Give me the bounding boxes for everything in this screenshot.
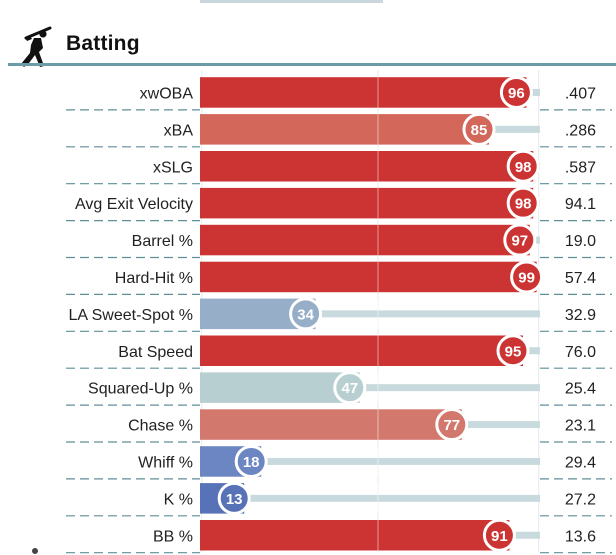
section-title: Batting (66, 32, 140, 55)
percentile-circle (482, 518, 516, 552)
percentile-bar (200, 151, 534, 182)
percentile-label: 47 (341, 380, 358, 397)
percentile-circle (499, 75, 533, 109)
category-label: Whiff % (138, 454, 193, 471)
percentile-bar (200, 520, 510, 551)
stat-row: 99 Hard-Hit % 57.4 (66, 260, 612, 295)
stat-value: .286 (565, 122, 596, 139)
percentile-label: 18 (243, 454, 260, 471)
stat-row: 77 Chase % 23.1 (66, 408, 612, 443)
stat-value: 23.1 (565, 418, 596, 435)
percentile-circle (506, 186, 540, 220)
stat-row: 18 Whiff % 29.4 (66, 444, 612, 480)
stat-row: 47 Squared-Up % 25.4 (66, 371, 612, 406)
percentile-label: 34 (297, 306, 314, 323)
percentile-bar (200, 77, 527, 108)
stat-row: 91 BB % 13.6 (66, 518, 612, 554)
stat-value: 76.0 (565, 344, 596, 361)
top-divider-stub (200, 0, 383, 3)
section-rule (8, 63, 616, 66)
stat-value: .407 (565, 85, 596, 102)
percentile-circle (496, 334, 530, 368)
stat-value: .587 (565, 159, 596, 176)
percentile-label: 77 (443, 417, 460, 434)
stat-row: 34 LA Sweet-Spot % 32.9 (66, 297, 612, 332)
stat-value: 32.9 (565, 307, 596, 324)
percentile-bar (200, 335, 523, 366)
percentile-bar (200, 261, 537, 293)
percentile-label: 85 (471, 122, 488, 139)
percentile-label: 98 (515, 196, 532, 213)
percentile-bar (200, 187, 534, 219)
stat-value: 13.6 (565, 528, 596, 545)
percentile-circle (217, 481, 251, 515)
category-label: Chase % (128, 418, 193, 435)
percentile-circle (289, 297, 323, 331)
bar-track (200, 384, 540, 392)
stat-row: 98 xSLG .587 (66, 149, 612, 185)
section-header: Batting (0, 26, 616, 68)
bar-track (200, 457, 540, 465)
category-label: K % (164, 491, 193, 508)
category-label: BB % (153, 528, 193, 545)
percentile-bar (200, 372, 360, 403)
stat-row: 85 xBA .286 (66, 112, 612, 148)
percentile-bar (200, 224, 530, 256)
percentile-circle (333, 371, 367, 405)
stat-row: 97 Barrel % 19.0 (66, 223, 612, 259)
stat-value: 57.4 (565, 270, 596, 287)
stat-row: 98 Avg Exit Velocity 94.1 (66, 186, 612, 222)
stat-value: 19.0 (565, 233, 596, 250)
category-label: Avg Exit Velocity (75, 196, 193, 213)
category-label: xBA (164, 122, 194, 139)
percentile-label: 95 (505, 343, 522, 360)
stat-value: 29.4 (565, 454, 596, 471)
category-label: Bat Speed (118, 344, 193, 361)
percentile-circle (435, 408, 469, 442)
batter-silhouette-icon (10, 26, 54, 68)
stat-row: 96 xwOBA .407 (66, 75, 612, 111)
stat-row: 13 K % 27.2 (66, 481, 612, 517)
category-label: Hard-Hit % (115, 270, 193, 287)
category-label: xwOBA (140, 85, 194, 102)
percentile-circle (234, 444, 268, 478)
percentile-label: 99 (518, 269, 535, 286)
percentile-bar (200, 114, 489, 145)
percentile-circle (510, 260, 544, 294)
stat-value: 27.2 (565, 491, 596, 508)
percentile-circle (506, 149, 540, 183)
percentile-label: 13 (226, 491, 243, 508)
stat-value: 94.1 (565, 196, 596, 213)
percentile-label: 91 (491, 528, 508, 545)
category-label: Squared-Up % (88, 381, 193, 398)
bar-track (200, 310, 540, 318)
percentile-label: 96 (508, 85, 525, 102)
percentile-label: 98 (515, 159, 532, 176)
bottom-marker (32, 548, 38, 554)
percentile-bar (200, 409, 462, 440)
stat-value: 25.4 (565, 381, 596, 398)
category-label: LA Sweet-Spot % (68, 307, 193, 324)
category-label: Barrel % (132, 233, 193, 250)
stat-row: 95 Bat Speed 76.0 (66, 334, 612, 369)
percentile-label: 97 (511, 233, 528, 250)
percentile-circle (503, 223, 537, 257)
category-label: xSLG (153, 159, 193, 176)
bar-track (200, 494, 540, 502)
percentile-circle (462, 112, 496, 146)
